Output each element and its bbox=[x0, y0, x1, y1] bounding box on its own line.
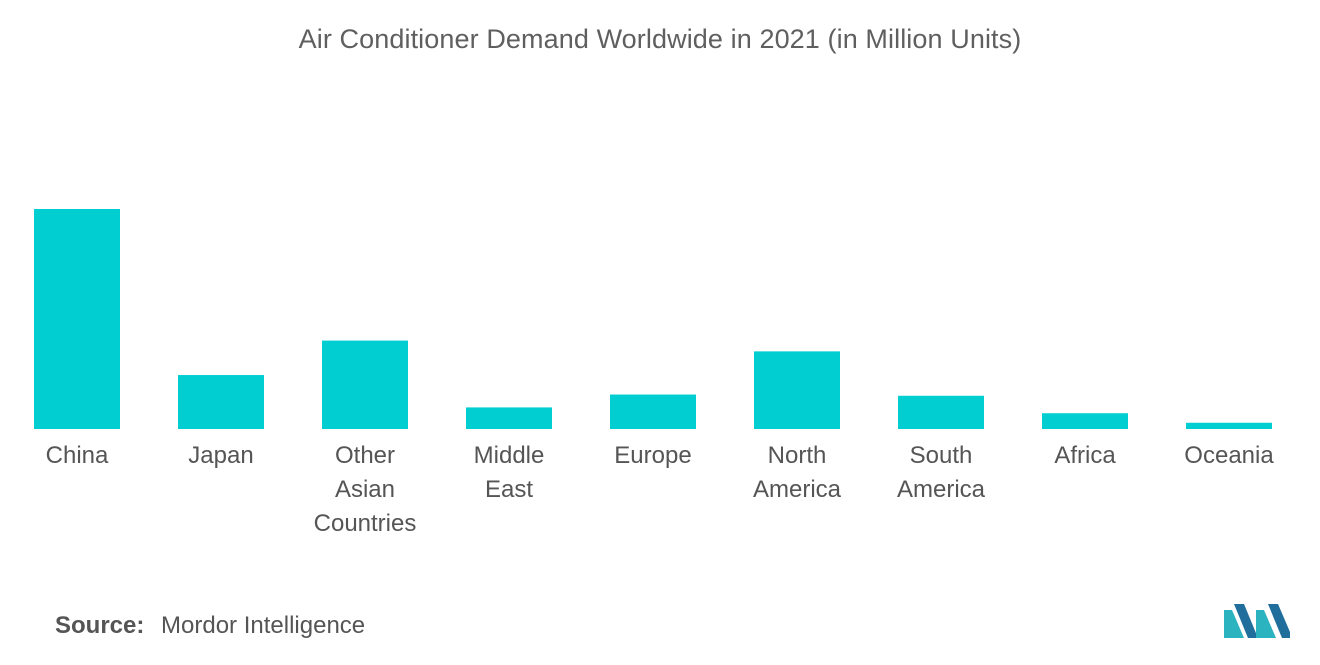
bar-6 bbox=[898, 395, 984, 429]
source-value: Mordor Intelligence bbox=[161, 612, 366, 639]
category-label-8: Oceania bbox=[1184, 442, 1274, 469]
category-label-line: Oceania bbox=[1184, 442, 1274, 469]
bar-8 bbox=[1186, 422, 1272, 429]
bars-group bbox=[34, 209, 1272, 429]
logo-shape-2 bbox=[1234, 604, 1258, 638]
mordor-intelligence-logo-icon bbox=[1224, 604, 1290, 638]
bar-4 bbox=[610, 394, 696, 429]
logo-shape-3 bbox=[1256, 610, 1276, 638]
category-label-line: Europe bbox=[614, 442, 691, 469]
category-label-3: Middle East bbox=[474, 442, 545, 503]
category-label-line: Africa bbox=[1054, 442, 1116, 469]
category-label-line: Japan bbox=[188, 442, 253, 469]
category-label-line: China bbox=[46, 442, 109, 469]
bar-3 bbox=[466, 407, 552, 429]
bar-chart: China Japan Other Asian Countries Middle East E… bbox=[34, 209, 1275, 537]
category-label-line: Other bbox=[335, 442, 395, 469]
source-label: Source: bbox=[55, 612, 145, 639]
category-label-line: Middle bbox=[474, 442, 545, 469]
category-labels-group: China Japan Other Asian Countries Middle East E… bbox=[46, 442, 1275, 537]
bar-5 bbox=[754, 351, 840, 429]
category-label-2: Other Asian Countries bbox=[314, 442, 417, 537]
logo-shape-4 bbox=[1268, 604, 1290, 638]
bar-1 bbox=[178, 375, 264, 429]
category-label-1: Japan bbox=[188, 442, 253, 469]
category-label-line: East bbox=[485, 476, 533, 503]
category-label-line: America bbox=[753, 476, 842, 503]
bar-0 bbox=[34, 209, 120, 429]
category-label-line: North bbox=[768, 442, 827, 469]
category-label-line: Asian bbox=[335, 476, 395, 503]
category-label-line: America bbox=[897, 476, 986, 503]
category-label-line: South bbox=[910, 442, 973, 469]
category-label-5: North America bbox=[753, 442, 842, 503]
source-footer: Source: Mordor Intelligence bbox=[55, 612, 365, 640]
bar-7 bbox=[1042, 413, 1128, 429]
category-label-line: Countries bbox=[314, 510, 417, 537]
category-label-4: Europe bbox=[614, 442, 691, 469]
chart-title: Air Conditioner Demand Worldwide in 2021… bbox=[298, 24, 1022, 54]
bar-2 bbox=[322, 340, 408, 429]
category-label-6: South America bbox=[897, 442, 986, 503]
logo-shape-1 bbox=[1224, 610, 1244, 638]
category-label-0: China bbox=[46, 442, 109, 469]
category-label-7: Africa bbox=[1054, 442, 1116, 469]
